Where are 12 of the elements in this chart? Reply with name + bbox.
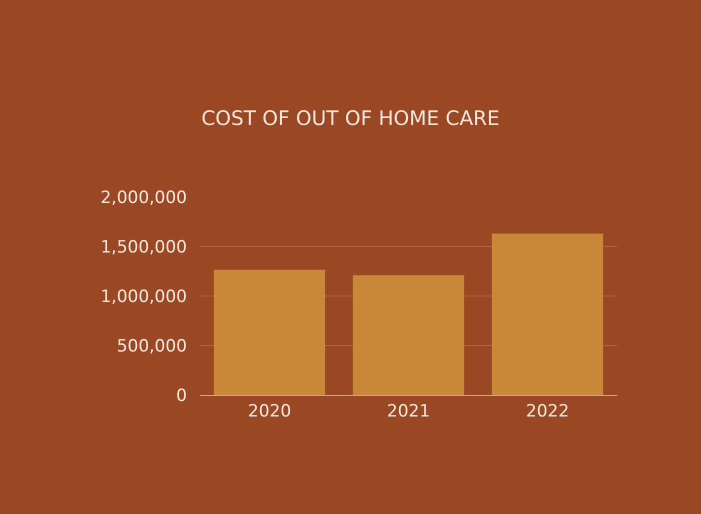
- bar: [352, 275, 464, 395]
- bar: [492, 234, 604, 395]
- y-tick-label: 1,500,000: [100, 237, 187, 258]
- bar: [214, 270, 326, 395]
- y-tick-label: 1,000,000: [100, 286, 187, 307]
- x-tick-label: 2022: [526, 401, 570, 422]
- chart-title: COST OF OUT OF HOME CARE: [201, 106, 500, 130]
- y-tick-label: 500,000: [116, 336, 187, 356]
- x-tick-label: 2021: [386, 401, 430, 422]
- x-tick-label: 2020: [248, 401, 292, 422]
- y-tick-label: 2,000,000: [100, 188, 187, 208]
- y-tick-label: 0: [176, 386, 187, 406]
